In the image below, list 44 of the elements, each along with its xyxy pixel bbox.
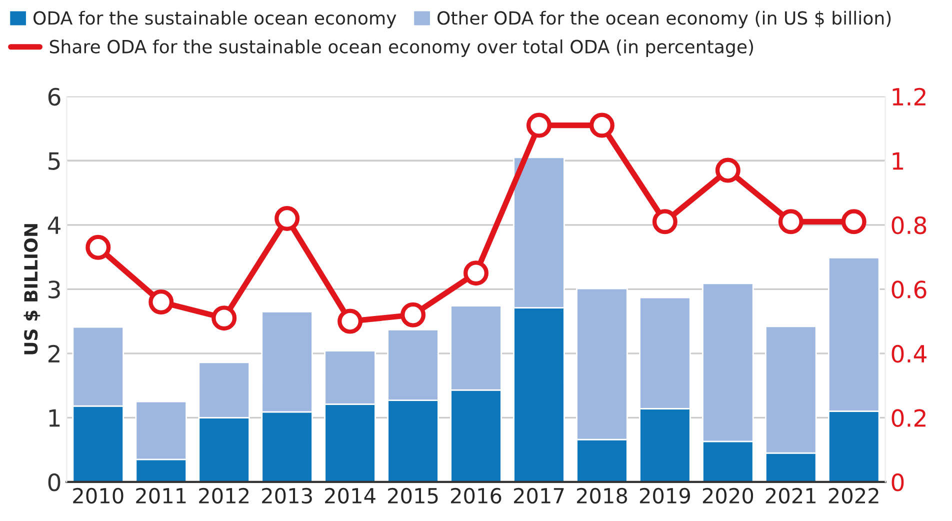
point [778,209,804,234]
legend-label: ODA for the sustainable ocean economy [34,10,396,28]
x-tick-label: 2020 [702,488,754,504]
x-tick-label: 2014 [325,488,376,504]
y2-tick-label: 0 [892,473,904,492]
point [148,290,174,315]
y-tick-label: 3 [48,280,60,298]
x-tick-label: 2015 [388,488,438,504]
point [338,308,363,334]
x-tick-label: 2013 [262,488,312,504]
x-tick-label: 2018 [576,488,628,504]
point [86,234,111,260]
y-tick-label: 0 [48,473,60,492]
x-tick-label: 2017 [514,488,564,504]
point [715,158,740,183]
y-axis-title: US $ BILLION [24,224,40,354]
y2-tick-label: 0.6 [892,280,926,298]
y2-tick-label: 1.2 [892,88,926,106]
point [841,209,866,234]
legend-label: Share ODA for the sustainable ocean economy over total ODA (in percentage) [50,39,754,57]
y-tick-label: 6 [48,88,60,106]
y2-tick-label: 0.4 [892,344,926,363]
y-tick-label: 5 [48,152,60,170]
x-tick-label: 2016 [451,488,502,504]
point [526,112,552,138]
point [652,209,678,234]
point [400,302,426,328]
x-tick-label: 2022 [828,488,878,504]
point [464,260,488,286]
legend-label: Other ODA for the ocean economy (in US $ billion) [437,10,891,28]
y2-tick-label: 0.8 [892,216,926,234]
y-tick-label: 2 [48,344,60,362]
x-tick-label: 2011 [136,488,186,504]
y-tick-label: 1 [49,409,60,427]
y-tick-label: 4 [48,216,60,234]
point [589,112,614,138]
x-tick-label: 2019 [640,488,690,504]
y2-tick-label: 1 [892,152,904,170]
point [212,306,237,331]
x-tick-label: 2010 [73,488,124,504]
x-tick-label: 2012 [199,488,249,504]
point [274,206,300,231]
x-tick-label: 2021 [766,488,816,504]
y2-tick-label: 0.2 [892,409,926,427]
